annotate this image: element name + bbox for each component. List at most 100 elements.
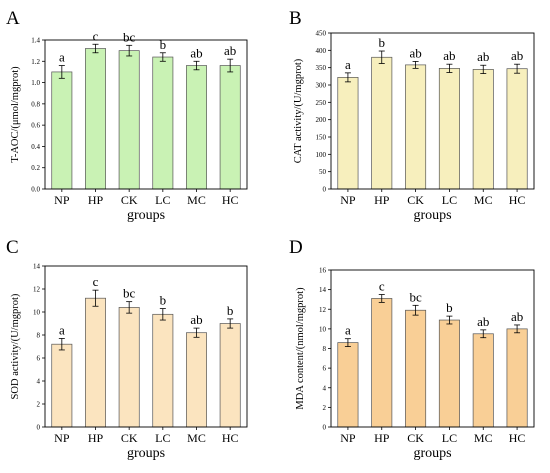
bar-hc xyxy=(506,328,528,428)
y-tick-label: 200 xyxy=(316,116,327,124)
x-tick-label: NP xyxy=(54,193,70,207)
y-tick-label: 0.0 xyxy=(31,186,40,194)
bar-mc xyxy=(472,333,494,428)
y-tick-label: 100 xyxy=(316,151,327,159)
bar-ck xyxy=(118,307,140,428)
bar-ck xyxy=(118,50,140,190)
x-tick-label: HC xyxy=(509,193,526,207)
sig-letter: c xyxy=(93,28,99,43)
y-tick-label: 2 xyxy=(37,401,41,409)
bar-hc xyxy=(219,65,241,190)
sig-letter: ab xyxy=(477,49,489,64)
y-tick-label: 0 xyxy=(323,424,327,432)
y-tick-label: 14 xyxy=(319,286,327,294)
plot-frame xyxy=(44,39,248,190)
y-tick-label: 0.6 xyxy=(31,122,40,130)
y-tick-label: 12 xyxy=(33,286,41,294)
bar-mc xyxy=(472,69,494,190)
x-tick-label: MC xyxy=(187,431,206,445)
bar-lc xyxy=(438,319,460,428)
y-tick-label: 1.4 xyxy=(31,37,40,45)
bar-hp xyxy=(371,56,393,190)
x-tick-label: HP xyxy=(374,193,390,207)
y-tick-label: 0.2 xyxy=(31,164,40,172)
sig-letter: a xyxy=(59,50,65,65)
sig-letter: b xyxy=(446,300,453,315)
y-tick-label: 12 xyxy=(319,306,327,314)
y-tick-label: 1.2 xyxy=(31,58,40,66)
x-tick-label: HP xyxy=(88,193,104,207)
x-tick-label: LC xyxy=(155,193,170,207)
bar-lc xyxy=(152,313,174,428)
sig-letter: b xyxy=(160,293,167,308)
x-tick-label: NP xyxy=(54,431,70,445)
sig-letter: ab xyxy=(443,48,455,63)
y-tick-label: 10 xyxy=(319,325,327,333)
y-axis-label: MDA content/(nmol/mgprot) xyxy=(295,287,306,410)
y-tick-label: 250 xyxy=(316,99,327,107)
sig-letter: ab xyxy=(477,314,489,329)
sig-letter: ab xyxy=(224,43,236,58)
x-tick-label: HC xyxy=(222,431,239,445)
y-tick-label: 0 xyxy=(323,186,327,194)
sig-letter: ab xyxy=(190,45,202,60)
sig-letter: b xyxy=(160,37,167,52)
y-axis-label: SOD activity/(U/mgprot) xyxy=(10,293,21,399)
sig-letter: ab xyxy=(190,312,202,327)
sig-letter: a xyxy=(345,57,351,72)
panel-label-B: B xyxy=(289,8,302,29)
x-tick-label: HP xyxy=(374,431,390,445)
y-tick-label: 150 xyxy=(316,134,327,142)
panel-label-D: D xyxy=(289,237,303,258)
bar-mc xyxy=(186,65,207,190)
bar-np xyxy=(337,342,359,428)
sig-letter: a xyxy=(345,323,351,338)
x-tick-label: LC xyxy=(155,431,170,445)
bar-hp xyxy=(85,297,106,428)
sig-letter: b xyxy=(227,303,234,318)
bar-ck xyxy=(405,309,427,428)
x-tick-label: LC xyxy=(442,193,457,207)
panel-label-A: A xyxy=(6,8,20,29)
bar-lc xyxy=(438,68,460,190)
bar-hp xyxy=(85,48,106,190)
y-tick-label: 10 xyxy=(33,309,41,317)
y-axis-label: T-AOC/(μmol/mgprot) xyxy=(10,66,21,163)
plot-frame xyxy=(330,32,535,190)
y-tick-label: 0.4 xyxy=(31,143,40,151)
y-tick-label: 50 xyxy=(319,168,327,176)
x-axis-label: groups xyxy=(413,208,451,223)
panel-label-C: C xyxy=(6,237,19,258)
y-tick-label: 6 xyxy=(37,355,41,363)
plot-frame xyxy=(44,265,248,428)
y-tick-label: 2 xyxy=(323,404,327,412)
y-tick-label: 4 xyxy=(37,378,41,386)
x-axis-label: groups xyxy=(127,446,165,461)
sig-letter: bc xyxy=(409,289,422,304)
x-tick-label: LC xyxy=(442,431,457,445)
sig-letter: b xyxy=(379,35,386,50)
x-tick-label: CK xyxy=(407,431,424,445)
y-tick-label: 350 xyxy=(316,64,327,72)
bar-ck xyxy=(405,64,427,190)
y-tick-label: 300 xyxy=(316,82,327,90)
y-tick-label: 400 xyxy=(316,47,327,55)
x-axis-label: groups xyxy=(413,446,451,461)
x-tick-label: HC xyxy=(222,193,239,207)
sig-letter: a xyxy=(59,322,65,337)
x-tick-label: MC xyxy=(474,431,493,445)
x-tick-label: CK xyxy=(121,193,138,207)
bar-lc xyxy=(152,56,174,190)
sig-letter: c xyxy=(379,279,385,294)
y-tick-label: 0.8 xyxy=(31,100,40,108)
sig-letter: ab xyxy=(409,45,421,60)
sig-letter: c xyxy=(93,274,99,289)
sig-letter: bc xyxy=(123,29,136,44)
y-tick-label: 8 xyxy=(37,332,41,340)
bar-hc xyxy=(219,323,241,428)
sig-letter: ab xyxy=(511,309,523,324)
x-axis-label: groups xyxy=(127,208,165,223)
y-tick-label: 6 xyxy=(323,365,327,373)
bar-hc xyxy=(506,68,528,190)
